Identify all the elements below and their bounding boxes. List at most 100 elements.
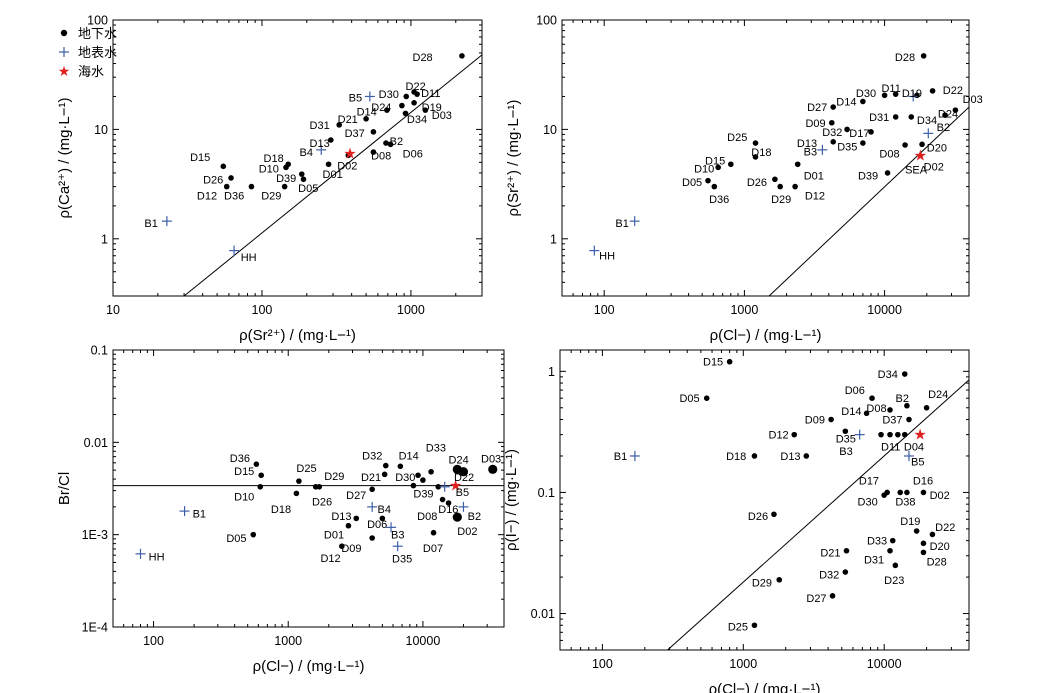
point-D16 (445, 500, 452, 506)
point-label-D06: D06 (845, 385, 865, 397)
point-label-D24: D24 (938, 108, 958, 120)
point-D23 (892, 562, 899, 569)
point-D01 (345, 522, 352, 529)
point-D34 (908, 114, 915, 120)
point-D19 (411, 100, 417, 106)
point-seawater-star: ★ (449, 478, 462, 495)
point-D32 (842, 569, 849, 575)
point-label-B1: B1 (193, 508, 206, 520)
y-tick-label: 1E-4 (82, 621, 108, 635)
point-label-D30: D30 (856, 88, 876, 100)
point-B1 (179, 506, 190, 517)
point-D02 (345, 152, 352, 159)
point-D06 (379, 515, 386, 522)
point-label-D14: D14 (836, 96, 856, 108)
point-B5 (908, 91, 919, 102)
point-D17 (868, 129, 874, 135)
point-label-D05: D05 (679, 393, 699, 405)
x-axis-title: ρ(Cl−) / (mg·L−¹) (710, 327, 822, 344)
point-B2 (904, 402, 910, 409)
point-label-HH: HH (599, 251, 615, 263)
point-D29 (776, 576, 783, 583)
point-D20 (920, 540, 927, 547)
point-D39 (435, 483, 442, 490)
point-D05 (705, 177, 711, 184)
point-D08 (439, 496, 446, 503)
point-label-SEA: SEA (905, 164, 928, 176)
point-label-D16: D16 (438, 504, 458, 516)
point-label-D06: D06 (367, 519, 387, 531)
point-B2 (458, 501, 469, 512)
point-label-B5: B5 (456, 487, 469, 499)
point-D25 (752, 140, 759, 146)
point-D12 (223, 183, 230, 190)
point-label-D22: D22 (454, 472, 474, 484)
point-label-D10: D10 (694, 163, 714, 175)
point-label-D26: D26 (203, 174, 223, 186)
panel-top-left: 10 100 1000 1 10 100 ρ(Sr²⁺) / (mg·L−¹) ρ(Ca²⁺)… (56, 14, 483, 344)
point-D28 (920, 53, 927, 59)
point-label-D03: D03 (481, 453, 501, 465)
point-label-D39: D39 (276, 173, 296, 185)
point-D14 (384, 107, 390, 113)
point-label-D12: D12 (320, 553, 340, 565)
point-label-D19: D19 (422, 102, 442, 114)
point-D28 (920, 549, 927, 556)
point-D25 (751, 622, 758, 629)
point-label-D08: D08 (879, 149, 899, 161)
point-D24 (942, 112, 948, 118)
point-label-B1: B1 (614, 451, 627, 463)
x-tick-label: 100 (143, 634, 164, 648)
point-HH (135, 548, 146, 559)
point-label-D28: D28 (895, 52, 915, 64)
point-D13 (353, 515, 360, 522)
point-D13 (830, 139, 837, 145)
point-D30 (881, 492, 887, 498)
y-tick-label: 1 (101, 232, 108, 246)
point-label-D27: D27 (807, 102, 827, 114)
point-label-D24: D24 (449, 455, 469, 467)
point-label-D18: D18 (271, 504, 291, 516)
x-axis-title: ρ(Cl−) / (mg·L−¹) (253, 658, 365, 675)
point-label-D14: D14 (357, 107, 377, 119)
point-D22 (458, 467, 469, 477)
y-tick-label: 1 (548, 365, 555, 379)
point-label-D28: D28 (413, 52, 433, 64)
point-B1 (629, 216, 640, 227)
point-label-D11: D11 (881, 83, 900, 95)
point-label-D31: D31 (864, 554, 884, 566)
point-D13 (328, 137, 334, 143)
point-label-B1: B1 (615, 218, 628, 230)
point-D10 (257, 483, 264, 490)
point-X3 (895, 431, 901, 438)
point-D05 (300, 176, 307, 183)
point-D34 (402, 110, 409, 117)
point-label-B3: B3 (804, 146, 817, 158)
point-label-D01: D01 (324, 530, 344, 542)
point-D21 (363, 115, 369, 122)
point-label-D36: D36 (230, 453, 250, 465)
point-label-D10: D10 (234, 491, 254, 503)
point-D12 (791, 431, 798, 438)
y-tick-label: 0.1 (91, 344, 108, 358)
plot-frame (112, 19, 483, 297)
point-D33 (428, 468, 434, 475)
point-D16 (904, 489, 910, 496)
x-tick-label: 10 (106, 303, 120, 317)
point-label-B2: B2 (468, 511, 481, 523)
point-D10 (283, 164, 289, 171)
point-label-D03: D03 (432, 110, 452, 122)
point-B3 (817, 144, 828, 155)
point-D03 (488, 464, 498, 474)
point-D15 (220, 163, 227, 170)
point-label-D19: D19 (900, 516, 920, 528)
point-label-B2: B2 (390, 136, 403, 148)
point-HH (229, 245, 240, 256)
point-D30 (881, 92, 888, 99)
point-D06 (387, 141, 394, 148)
point-label-D23: D23 (884, 575, 904, 587)
reference-line (183, 54, 482, 296)
plot-frame (112, 349, 505, 628)
x-tick-label: 10000 (406, 634, 441, 648)
point-D09 (828, 119, 835, 126)
